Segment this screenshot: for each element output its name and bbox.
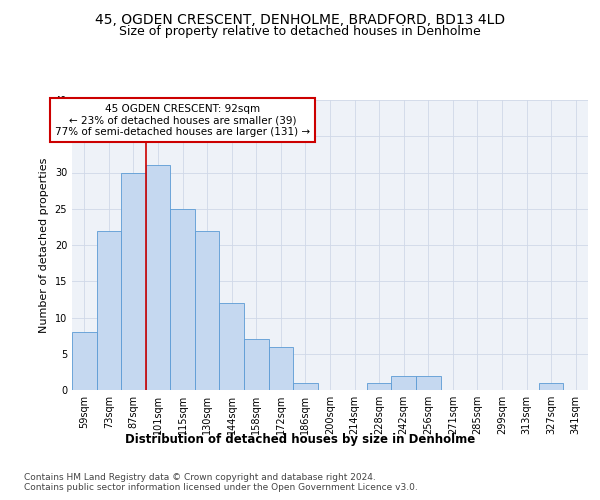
Bar — [220, 303, 244, 390]
Bar — [97, 230, 121, 390]
Bar — [367, 383, 391, 390]
Bar — [293, 383, 318, 390]
Bar — [416, 376, 440, 390]
Text: Distribution of detached houses by size in Denholme: Distribution of detached houses by size … — [125, 432, 475, 446]
Bar — [244, 339, 269, 390]
Bar — [170, 209, 195, 390]
Y-axis label: Number of detached properties: Number of detached properties — [39, 158, 49, 332]
Bar — [269, 346, 293, 390]
Bar — [146, 165, 170, 390]
Text: 45 OGDEN CRESCENT: 92sqm
← 23% of detached houses are smaller (39)
77% of semi-d: 45 OGDEN CRESCENT: 92sqm ← 23% of detach… — [55, 104, 310, 137]
Text: 45, OGDEN CRESCENT, DENHOLME, BRADFORD, BD13 4LD: 45, OGDEN CRESCENT, DENHOLME, BRADFORD, … — [95, 12, 505, 26]
Bar — [391, 376, 416, 390]
Bar — [72, 332, 97, 390]
Bar — [539, 383, 563, 390]
Text: Size of property relative to detached houses in Denholme: Size of property relative to detached ho… — [119, 25, 481, 38]
Bar — [195, 230, 220, 390]
Text: Contains HM Land Registry data © Crown copyright and database right 2024.
Contai: Contains HM Land Registry data © Crown c… — [24, 472, 418, 492]
Bar — [121, 172, 146, 390]
